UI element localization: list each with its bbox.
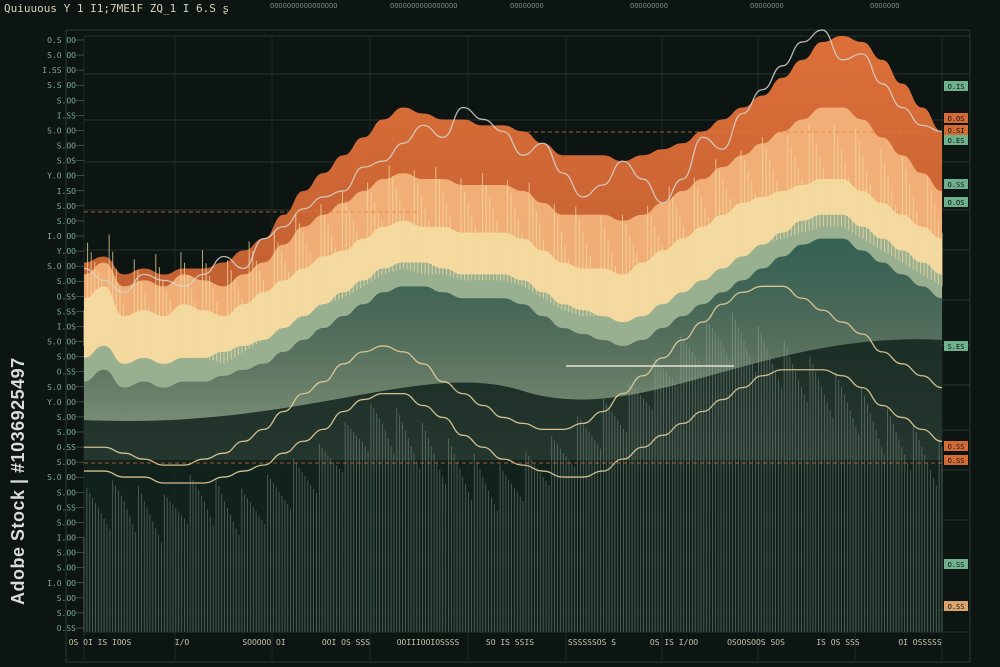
y-tick-label: S.OO [57,96,76,105]
y-tick-label: S.OO [57,217,76,226]
series-white-line [83,29,943,293]
y-tick-label: S.O OO [47,51,76,60]
x-axis-ticks: OS OI IS IOOS I/O SOOOOO OI OOI OS SSS OOIII… [69,638,942,647]
y-tick-label: S.OO [57,564,76,573]
y-tick-label: I.SS [57,111,76,120]
y-tick-label: S.O OO [47,473,76,482]
x-tick-label: OOIIIOOIOSSSS [397,638,460,647]
y-tick-label: S.OO [57,518,76,527]
badge-label: O.SI [948,127,965,135]
spike-bars-group [83,123,943,364]
x-tick-label: OSOOSOOS SOS [727,638,785,647]
y-tick-label: S.OO [57,594,76,603]
badge-label: S.ES [948,343,965,351]
badge-bg-orange [944,113,968,123]
y-tick-label: I.O OO [47,232,76,241]
badge-label: O.ES [948,137,965,145]
y-tick-label: Y.O OO [47,398,76,407]
y-tick-label: S.OO [57,142,76,151]
y-tick-label: S.OO [57,353,76,362]
top-label: OOOOOOO [870,2,900,10]
y-tick-label: S.OO [57,428,76,437]
y-tick-label: S.OO [57,413,76,422]
watermark-text: Adobe Stock | #1036925497 [8,357,28,605]
y-tick-label: S.OO [57,202,76,211]
series-cream-line-1 [84,285,943,466]
area-series-group [84,36,942,632]
y-tick-label: I.SO [57,187,76,196]
y-tick-label: O.SS [57,503,76,512]
x-tick-label: SO IS SSIS [486,638,534,647]
top-label: OOOOOOOOOOOOOOOO [390,2,457,10]
y-tick-label: S.OO [57,458,76,467]
badge-bg-peach [944,601,968,611]
badge-label: O.SS [948,457,965,465]
y-tick-label: S.OO [57,277,76,286]
badge-bg-orange [944,125,968,135]
badge-bg-orange [944,455,968,465]
watermark: Adobe Stock | #1036925497 [2,357,32,615]
x-tick-label: I/O [175,638,190,647]
y-tick-label: S.O OO [47,262,76,271]
chart-title: Quiuuous Y 1 I1;7ME1F ZQ_1 I 6.S ʂ [4,2,230,15]
badge-bg-green [944,135,968,145]
line-series-group [83,29,943,484]
y-tick-label: S.OO [57,549,76,558]
badge-bg-green [944,81,968,91]
y-axis-ticks: O.S OO S.O OO I.SS OO S.S OO S.OO I.SS S.O OO S… [42,36,84,633]
top-label: OOOOOOOOO [630,2,668,10]
y-tick-label: S.OS [57,157,76,166]
y-tick-label: I.OS [57,322,76,331]
y-tick-label: O.SS [57,624,76,633]
top-label: OOOOOOOO [750,2,784,10]
y-tick-label: S.O OO [47,126,76,135]
badge-bg-green [944,197,968,207]
y-tick-label: S.O OO [47,383,76,392]
series-cream-line-0 [84,369,943,484]
x-tick-label: OS IS I/OO [650,638,698,647]
badge-label: O.SS [948,603,965,611]
badge-bg-green [944,559,968,569]
badge-label: O.SS [948,181,965,189]
lower-shade [84,339,942,632]
y-tick-label: I.O OO [47,579,76,588]
x-tick-label: OOI OS SSS [322,638,370,647]
y-tick-label: S.S OO [47,81,76,90]
badge-label: O.IS [948,83,965,91]
y-tick-label: S.OO [57,609,76,618]
y-tick-label: S.O OO [47,338,76,347]
badge-label: O.SS [948,443,965,451]
badge-label: O.OS [948,199,965,207]
plot-frame [65,29,971,663]
top-label: OOOOOOOOOOOOOOOO [270,2,337,10]
badge-label: O.SS [948,561,965,569]
y-tick-label: Y.OO [57,247,76,256]
x-tick-label: SOOOOO OI [242,638,286,647]
right-badges: O.IS O.OS O.SI O.ES O.SS O.OS S.ES O.SS O.SS O.SS… [944,81,968,611]
y-tick-label: S.SS [57,307,76,316]
x-tick-label: OS OI IS IOOS [69,638,132,647]
y-tick-label: O.SS [57,443,76,452]
volume-group [83,313,943,632]
y-tick-label: O.S OO [47,36,76,45]
y-tick-label: I.OO [57,534,76,543]
reference-lines-group [84,131,942,464]
y-tick-label: O.SS [57,292,76,301]
top-labels: OOOOOOOOOOOOOOOO OOOOOOOOOOOOOOOO OOOOOOOO… [270,2,900,10]
y-tick-label: Y.O OO [47,172,76,181]
x-tick-label: SSSSSSOS S [568,638,616,647]
x-tick-label: IS OS SSS [816,638,860,647]
badge-bg-orange [944,441,968,451]
y-tick-label: O.SS [57,368,76,377]
badge-bg-green [944,341,968,351]
top-label: OOOOOOOO [510,2,544,10]
y-tick-label: S.OO [57,488,76,497]
badge-bg-green [944,179,968,189]
y-tick-label: I.SS OO [42,66,76,75]
badge-label: O.OS [948,115,965,123]
x-tick-label: OI OSSSSS [898,638,942,647]
